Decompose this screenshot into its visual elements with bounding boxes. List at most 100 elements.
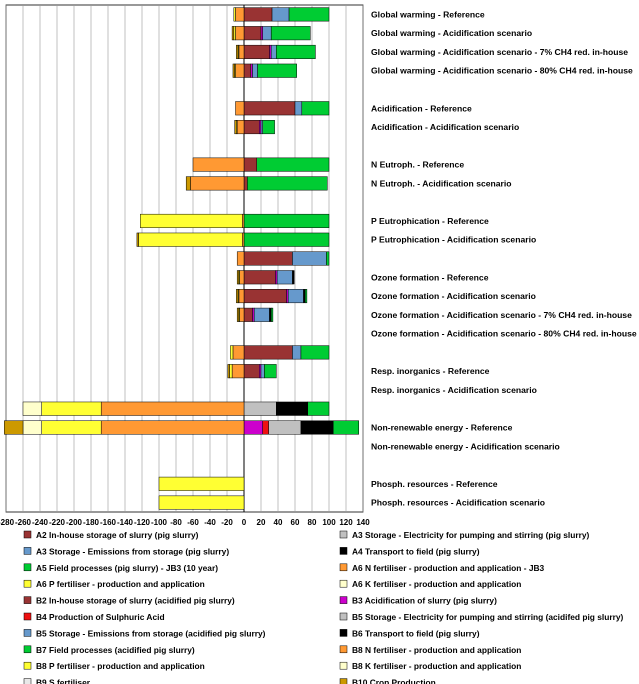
- legend-label: B5 Storage - Electricity for pumping and…: [352, 612, 624, 622]
- bar-segment: [256, 157, 330, 172]
- row-label: Ozone formation - Acidification scenario…: [371, 329, 637, 339]
- bar-segment: [243, 289, 287, 304]
- bar-segment: [238, 44, 245, 59]
- bar-segment: [270, 307, 274, 322]
- bar-segment: [243, 26, 262, 41]
- bar-segment: [257, 63, 297, 78]
- legend-swatch: [339, 596, 348, 604]
- x-tick-label: 20: [257, 518, 266, 527]
- row-label: P Eutrophication - Reference: [371, 216, 489, 226]
- row-label: Global warming - Reference: [371, 9, 485, 19]
- legend-swatch: [339, 629, 348, 637]
- bar-segment: [269, 44, 272, 59]
- x-tick-label: 120: [339, 518, 353, 527]
- x-tick-label: -140: [117, 518, 134, 527]
- row-label: Ozone formation - Acidification scenario…: [371, 310, 632, 320]
- bar-segment: [236, 120, 245, 135]
- bar-segment: [192, 157, 245, 172]
- bar-segment: [264, 364, 277, 379]
- bar-segment: [243, 270, 276, 285]
- legend-swatch: [23, 612, 32, 621]
- bar-segment: [262, 420, 269, 435]
- bar-segment: [303, 289, 306, 304]
- bar-segment: [243, 232, 330, 247]
- legend-label: A3 Storage - Emissions from storage (pig…: [36, 546, 229, 556]
- legend-swatch: [23, 530, 32, 539]
- bar-segment: [287, 289, 304, 304]
- x-tick-label: -240: [32, 518, 49, 527]
- bar-segment: [235, 26, 245, 41]
- legend-swatch: [339, 547, 348, 555]
- bar-segment: [292, 270, 295, 285]
- legend-label: B5 Storage - Emissions from storage (aci…: [36, 628, 266, 638]
- legend-label: B6 Transport to field (pig slurry): [352, 628, 480, 638]
- x-tick-label: 60: [291, 518, 300, 527]
- row-label: Resp. inorganics - Acidification scenari…: [371, 385, 537, 395]
- legend-swatch: [339, 645, 348, 654]
- bar-segment: [276, 401, 308, 416]
- bar-segment: [247, 176, 328, 191]
- legend-swatch: [23, 596, 32, 604]
- bar-segment: [233, 26, 236, 41]
- x-tick-label: -120: [134, 518, 151, 527]
- row-label: Phosph. resources - Acidification scenar…: [371, 498, 545, 508]
- legend-swatch: [23, 678, 32, 684]
- bar-segment: [235, 63, 245, 78]
- x-tick-label: 140: [356, 518, 370, 527]
- bar-segment: [270, 26, 311, 41]
- bar-segment: [243, 7, 273, 22]
- bar-segment: [259, 364, 262, 379]
- bar-segment: [304, 289, 308, 304]
- bar-segment: [138, 232, 243, 247]
- bar-segment: [100, 401, 245, 416]
- legend-label: A2 In-house storage of slurry (pig slurr…: [36, 530, 199, 540]
- bar-segment: [242, 232, 245, 247]
- bar-segment: [239, 307, 245, 322]
- bar-segment: [243, 420, 263, 435]
- bar-segment: [243, 176, 248, 191]
- bar-segment: [243, 307, 253, 322]
- legend-label: B8 P fertiliser - production and applica…: [36, 661, 205, 671]
- bar-segment: [243, 63, 252, 78]
- bar-segment: [158, 495, 245, 510]
- legend-label: A6 P fertiliser - production and applica…: [36, 579, 205, 589]
- bar-segment: [300, 420, 334, 435]
- legend-label: B7 Field processes (acidified pig slurry…: [36, 645, 195, 655]
- row-label: Non-renewable energy - Reference: [371, 423, 513, 433]
- row-label: Global warming - Acidification scenario …: [371, 47, 628, 57]
- x-tick-label: -160: [100, 518, 117, 527]
- bar-segment: [100, 420, 245, 435]
- bar-segment: [253, 307, 270, 322]
- bar-segment: [140, 213, 243, 228]
- legend-swatch: [23, 661, 32, 670]
- bar-segment: [268, 420, 302, 435]
- bar-segment: [22, 401, 42, 416]
- legend-label: B4 Production of Sulphuric Acid: [36, 612, 165, 622]
- row-label: Ozone formation - Acidification scenario: [371, 291, 536, 301]
- row-label: N Eutroph. - Reference: [371, 160, 464, 170]
- legend: A2 In-house storage of slurry (pig slurr…: [23, 530, 624, 684]
- legend-label: A4 Transport to field (pig slurry): [352, 546, 480, 556]
- legend-swatch: [339, 612, 348, 621]
- legend-label: B10 Crop Production: [352, 678, 436, 684]
- legend-swatch: [23, 579, 32, 588]
- bar-segment: [185, 176, 191, 191]
- x-tick-label: -220: [49, 518, 66, 527]
- bar-segment: [271, 7, 290, 22]
- row-label: Resp. inorganics - Reference: [371, 366, 490, 376]
- legend-label: B9 S fertiliser: [36, 678, 91, 684]
- x-tick-label: -260: [15, 518, 32, 527]
- bar-segment: [22, 420, 42, 435]
- bar-segment: [292, 251, 327, 266]
- legend-label: A5 Field processes (pig slurry) - JB3 (1…: [36, 563, 218, 573]
- row-label: P Eutrophication - Acidification scenari…: [371, 235, 536, 245]
- bar-segment: [243, 101, 296, 116]
- legend-swatch: [23, 547, 32, 555]
- legend-swatch: [23, 629, 32, 637]
- bar-segment: [227, 364, 230, 379]
- bar-segment: [4, 420, 24, 435]
- legend-swatch: [339, 678, 348, 684]
- bar-segment: [276, 44, 316, 59]
- bar-segment: [262, 26, 272, 41]
